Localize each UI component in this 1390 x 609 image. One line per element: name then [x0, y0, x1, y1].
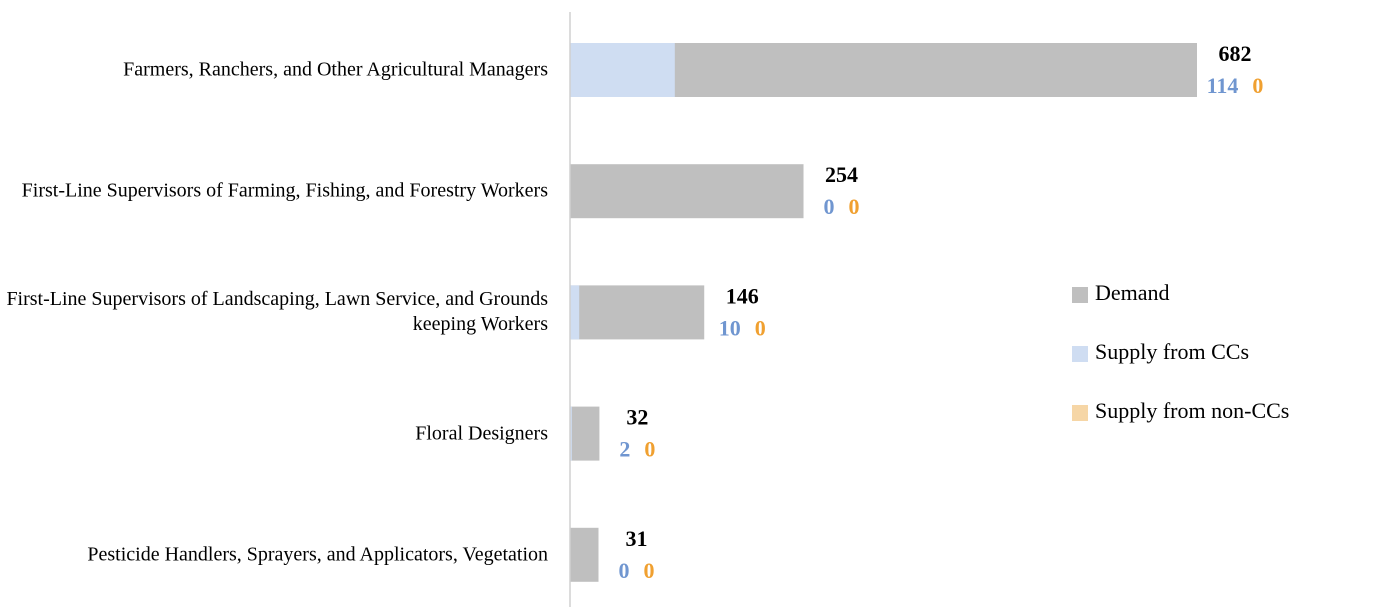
value-label: 31: [626, 526, 648, 551]
value-labels: 114 0: [1207, 73, 1264, 98]
value-label: 0: [849, 194, 860, 219]
bar: [570, 164, 804, 219]
legend-label: Demand: [1095, 280, 1170, 305]
legend-swatch: [1072, 405, 1088, 421]
category-label: First-Line Supervisors of Farming, Fishi…: [21, 179, 548, 202]
value-label: 254: [825, 162, 858, 187]
bar: [570, 285, 580, 340]
value-label: 114: [1207, 73, 1239, 98]
bar: [570, 527, 599, 582]
legend-swatch: [1072, 346, 1088, 362]
value-label: 0: [619, 558, 630, 583]
value-label: 0: [824, 194, 835, 219]
value-label: 0: [755, 315, 766, 340]
value-label: 682: [1219, 41, 1252, 66]
legend-label: Supply from CCs: [1095, 339, 1249, 364]
bar: [570, 406, 572, 461]
value-label: 32: [626, 405, 648, 430]
category-label: First-Line Supervisors of Landscaping, L…: [6, 288, 548, 336]
value-label: 0: [644, 437, 655, 462]
value-label: 0: [1252, 73, 1263, 98]
bar: [570, 406, 600, 461]
value-label: 0: [644, 558, 655, 583]
value-label: 146: [726, 283, 759, 308]
legend-swatch: [1072, 287, 1088, 303]
bar: [570, 285, 705, 340]
value-label: 2: [619, 437, 630, 462]
category-label: Pesticide Handlers, Sprayers, and Applic…: [87, 543, 548, 566]
value-label: 10: [719, 315, 741, 340]
value-labels: 10 0: [719, 315, 766, 340]
legend-label: Supply from non-CCs: [1095, 398, 1289, 423]
category-label: Farmers, Ranchers, and Other Agricultura…: [123, 58, 548, 81]
category-label: Floral Designers: [415, 422, 548, 445]
bar: [570, 43, 675, 97]
